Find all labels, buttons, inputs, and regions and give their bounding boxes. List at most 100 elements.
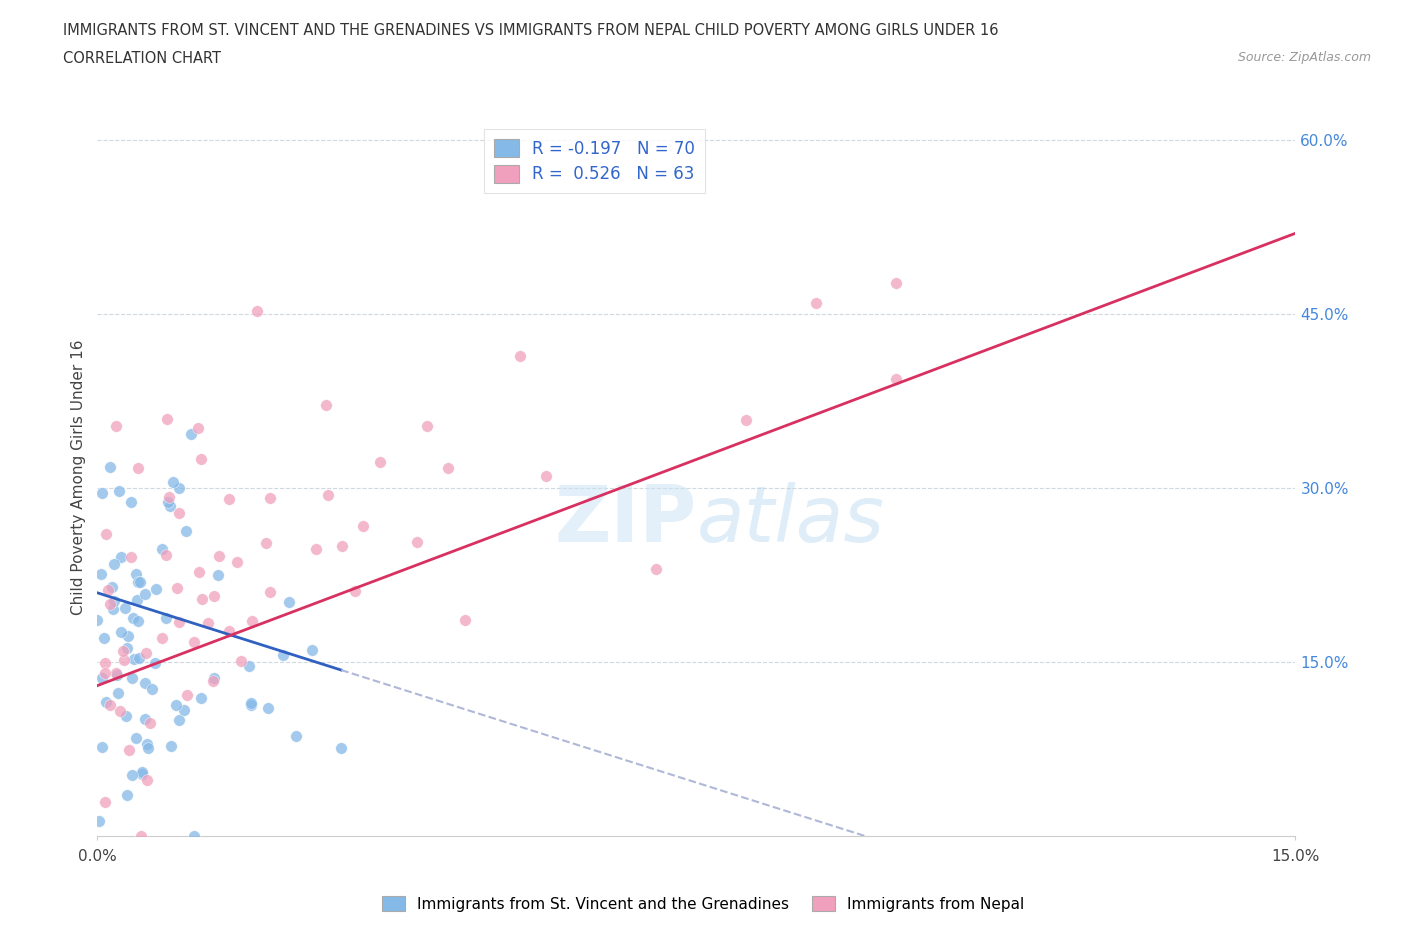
Point — [735, 413, 758, 428]
Point — [135, 737, 157, 751]
Point — [131, 766, 153, 781]
Point — [120, 495, 142, 510]
Point — [201, 673, 224, 688]
Point — [207, 567, 229, 582]
Point — [105, 668, 128, 683]
Point — [190, 690, 212, 705]
Point — [285, 728, 308, 743]
Point — [166, 580, 188, 595]
Point — [98, 698, 121, 712]
Point — [536, 468, 558, 483]
Point — [121, 550, 143, 565]
Point — [167, 712, 190, 727]
Point — [239, 696, 262, 711]
Point — [136, 773, 159, 788]
Point — [257, 700, 280, 715]
Point — [139, 715, 162, 730]
Point — [118, 742, 141, 757]
Point — [125, 592, 148, 607]
Point — [104, 418, 127, 433]
Point — [143, 656, 166, 671]
Point — [128, 651, 150, 666]
Point — [167, 615, 190, 630]
Point — [315, 398, 337, 413]
Point — [150, 631, 173, 645]
Point — [271, 647, 294, 662]
Point — [104, 666, 127, 681]
Point — [110, 704, 132, 719]
Point — [884, 275, 907, 290]
Point — [100, 596, 122, 611]
Point — [87, 814, 110, 829]
Point — [122, 652, 145, 667]
Point — [644, 562, 666, 577]
Point — [454, 612, 477, 627]
Point — [91, 740, 114, 755]
Point — [103, 593, 125, 608]
Point — [94, 656, 117, 671]
Point — [254, 536, 277, 551]
Point — [115, 641, 138, 656]
Text: ZIP: ZIP — [554, 482, 696, 558]
Point — [884, 372, 907, 387]
Point — [134, 587, 156, 602]
Point — [117, 629, 139, 644]
Point — [202, 589, 225, 604]
Point — [125, 567, 148, 582]
Point — [190, 592, 212, 607]
Point — [509, 349, 531, 364]
Point — [125, 731, 148, 746]
Point — [218, 624, 240, 639]
Point — [183, 635, 205, 650]
Point — [240, 613, 263, 628]
Point — [114, 601, 136, 616]
Point — [368, 454, 391, 469]
Point — [129, 575, 152, 590]
Point — [157, 489, 180, 504]
Legend: R = -0.197   N = 70, R =  0.526   N = 63: R = -0.197 N = 70, R = 0.526 N = 63 — [484, 129, 706, 193]
Point — [110, 625, 132, 640]
Point — [97, 583, 120, 598]
Point — [238, 658, 260, 673]
Point — [121, 767, 143, 782]
Point — [344, 583, 367, 598]
Point — [156, 495, 179, 510]
Point — [112, 644, 135, 658]
Point — [159, 498, 181, 513]
Point — [134, 711, 156, 726]
Point — [183, 829, 205, 844]
Point — [98, 459, 121, 474]
Point — [416, 418, 439, 433]
Point — [437, 460, 460, 475]
Point — [159, 739, 181, 754]
Point — [187, 565, 209, 579]
Point — [110, 550, 132, 565]
Point — [229, 654, 252, 669]
Point — [101, 579, 124, 594]
Point — [304, 541, 326, 556]
Point — [150, 541, 173, 556]
Point — [90, 567, 112, 582]
Point — [121, 671, 143, 685]
Point — [190, 452, 212, 467]
Point — [93, 631, 115, 645]
Point — [167, 506, 190, 521]
Point — [330, 538, 353, 553]
Point — [107, 685, 129, 700]
Text: IMMIGRANTS FROM ST. VINCENT AND THE GRENADINES VS IMMIGRANTS FROM NEPAL CHILD PO: IMMIGRANTS FROM ST. VINCENT AND THE GREN… — [63, 23, 998, 38]
Point — [136, 740, 159, 755]
Point — [115, 709, 138, 724]
Point — [127, 460, 149, 475]
Point — [239, 698, 262, 712]
Point — [131, 829, 153, 844]
Point — [278, 595, 301, 610]
Point — [115, 788, 138, 803]
Point — [406, 535, 429, 550]
Point — [218, 491, 240, 506]
Point — [131, 764, 153, 779]
Point — [135, 645, 157, 660]
Text: CORRELATION CHART: CORRELATION CHART — [63, 51, 221, 66]
Point — [165, 698, 187, 712]
Point — [101, 602, 124, 617]
Point — [202, 671, 225, 685]
